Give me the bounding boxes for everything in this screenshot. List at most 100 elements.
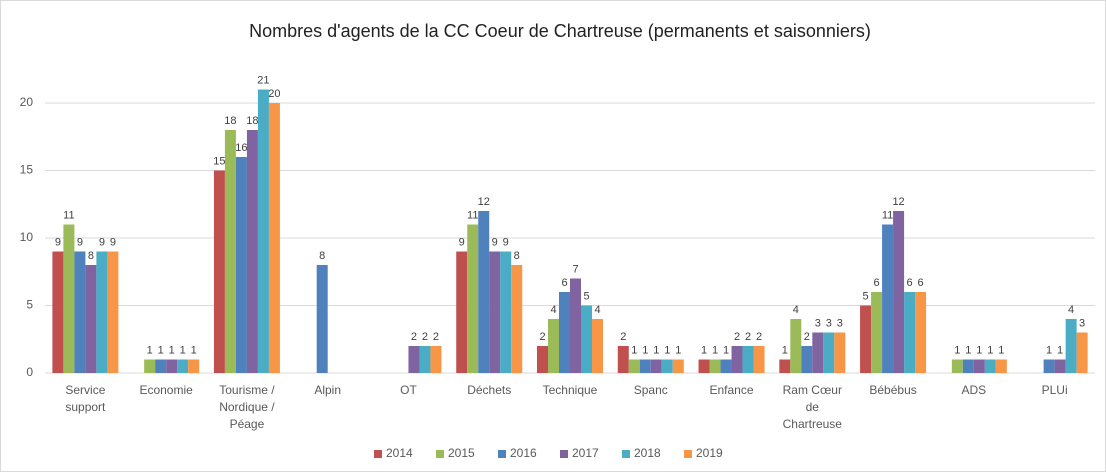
bar	[801, 346, 813, 373]
bar	[268, 103, 280, 373]
bar	[570, 278, 581, 373]
data-label: 4	[550, 304, 556, 316]
data-label: 3	[826, 317, 832, 329]
bar	[419, 346, 431, 373]
data-label: 1	[664, 344, 670, 356]
x-tick-label: Economie	[139, 383, 193, 397]
bar	[617, 346, 629, 373]
bar	[548, 319, 559, 373]
data-label: 3	[837, 317, 843, 329]
data-label: 11	[63, 209, 74, 221]
bar	[246, 130, 258, 373]
bar	[430, 346, 442, 373]
data-label: 3	[1079, 317, 1085, 329]
data-label: 4	[594, 304, 600, 316]
data-label: 18	[224, 115, 236, 127]
data-label: 1	[169, 344, 175, 356]
x-tick-label: Ram Cœur de Chartreuse	[782, 383, 842, 431]
x-tick-label: Enfance	[709, 383, 754, 397]
x-tick-label: Déchets	[467, 383, 512, 397]
data-label: 21	[257, 74, 269, 86]
data-label: 8	[514, 250, 520, 262]
legend-label: 2016	[510, 446, 537, 460]
data-label: 18	[246, 115, 258, 127]
legend-label: 2017	[572, 446, 599, 460]
y-tick-label: 0	[26, 365, 33, 379]
data-label: 1	[631, 344, 637, 356]
data-label: 6	[874, 277, 880, 289]
data-label: 1	[965, 344, 971, 356]
bar	[1054, 359, 1066, 373]
bar	[995, 359, 1007, 373]
legend-swatch	[498, 450, 506, 458]
data-label: 6	[918, 277, 924, 289]
bar	[1043, 359, 1055, 373]
y-tick-label: 10	[20, 230, 34, 244]
bar	[698, 359, 710, 373]
data-label: 1	[147, 344, 153, 356]
data-label: 1	[954, 344, 960, 356]
y-tick-label: 15	[20, 163, 34, 177]
bar	[177, 359, 189, 373]
data-label: 2	[620, 331, 626, 343]
data-label: 9	[77, 236, 83, 248]
bar	[511, 265, 523, 373]
bar	[408, 346, 420, 373]
data-label: 9	[492, 236, 498, 248]
x-tick-label: Technique	[542, 383, 598, 397]
bar	[720, 359, 732, 373]
data-label: 5	[583, 290, 589, 302]
data-label: 7	[572, 263, 578, 275]
bar	[650, 359, 662, 373]
bar	[753, 346, 765, 373]
bar	[973, 359, 985, 373]
bar	[904, 292, 916, 373]
bar	[1076, 332, 1088, 373]
data-label: 4	[1068, 304, 1074, 316]
bar	[893, 211, 905, 373]
x-tick-label: ADS	[961, 383, 987, 397]
data-label: 2	[411, 331, 417, 343]
bar	[224, 130, 236, 373]
data-label: 5	[863, 290, 869, 302]
data-label: 1	[987, 344, 993, 356]
bar	[213, 170, 225, 373]
data-label: 1	[1057, 344, 1063, 356]
bar	[984, 359, 996, 373]
x-tick-label: Bébébus	[869, 383, 917, 397]
legend-swatch	[436, 450, 444, 458]
bar	[467, 224, 479, 373]
legend-swatch	[684, 450, 692, 458]
bar	[742, 346, 754, 373]
bar	[96, 251, 108, 373]
bar	[962, 359, 974, 373]
bar	[316, 265, 328, 373]
bar	[500, 251, 512, 373]
bar	[166, 359, 178, 373]
data-label: 1	[191, 344, 197, 356]
bar	[1065, 319, 1077, 373]
bar	[456, 251, 468, 373]
data-label: 11	[882, 209, 893, 221]
bar	[882, 224, 894, 373]
bar	[188, 359, 200, 373]
bar	[672, 359, 684, 373]
data-label: 3	[815, 317, 821, 329]
x-tick-label: Service support	[65, 383, 106, 414]
data-label: 11	[467, 209, 478, 221]
data-label: 1	[180, 344, 186, 356]
data-label: 12	[478, 196, 490, 208]
data-label: 9	[459, 236, 465, 248]
data-label: 9	[503, 236, 509, 248]
bar	[812, 332, 824, 373]
data-label: 2	[422, 331, 428, 343]
data-label: 1	[782, 344, 788, 356]
data-label: 2	[756, 331, 762, 343]
data-label: 20	[268, 88, 280, 100]
bar	[834, 332, 846, 373]
data-label: 1	[712, 344, 718, 356]
chart-title: Nombres d'agents de la CC Coeur de Chart…	[249, 21, 871, 41]
data-label: 9	[55, 236, 61, 248]
data-label: 2	[745, 331, 751, 343]
